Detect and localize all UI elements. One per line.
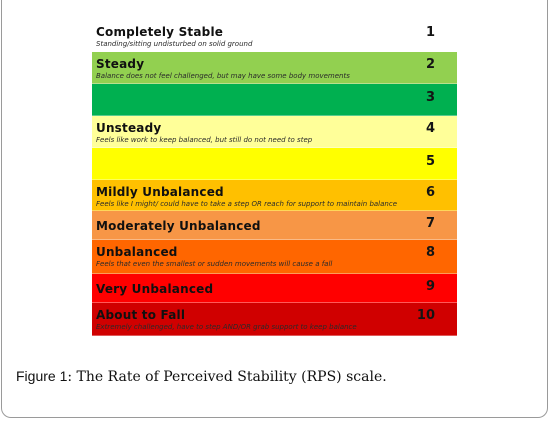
scale-row-8: Unbalanced Feels that even the smallest o…	[92, 240, 457, 274]
scale-row-10: About to Fall Extremely challenged, have …	[92, 303, 457, 336]
scale-row-label: About to Fall	[96, 308, 186, 322]
scale-row-label: Completely Stable	[96, 25, 224, 39]
figure-label: Figure 1	[16, 368, 68, 384]
scale-row-number: 6	[425, 185, 435, 200]
caption-text: : The Rate of Perceived Stability (RPS) …	[67, 369, 387, 385]
scale-row-number: 3	[425, 90, 435, 105]
scale-row-7: Moderately Unbalanced 7	[92, 211, 457, 240]
scale-row-label: Steady	[96, 57, 145, 71]
scale-row-label: Unbalanced	[96, 245, 178, 259]
scale-row-description: Extremely challenged, have to step AND/O…	[96, 323, 357, 331]
scale-row-number: 10	[416, 308, 435, 323]
scale-row-number: 9	[425, 279, 435, 294]
scale-row-number: 5	[425, 154, 435, 169]
rps-scale-table: Completely Stable Standing/sitting undist…	[92, 20, 457, 336]
scale-row-number: 1	[425, 25, 435, 40]
scale-row-4: Unsteady Feels like work to keep balanced…	[92, 116, 457, 148]
scale-row-number: 7	[425, 216, 435, 231]
scale-row-label: Moderately Unbalanced	[96, 219, 261, 233]
scale-row-9: Very Unbalanced 9	[92, 274, 457, 303]
scale-row-description: Standing/sitting undisturbed on solid gr…	[96, 40, 253, 48]
scale-row-number: 8	[425, 245, 435, 260]
scale-row-5: 5	[92, 148, 457, 180]
scale-row-number: 4	[425, 121, 435, 136]
scale-row-description: Balance does not feel challenged, but ma…	[96, 72, 350, 80]
scale-row-number: 2	[425, 57, 435, 72]
scale-row-1: Completely Stable Standing/sitting undist…	[92, 20, 457, 52]
scale-row-description: Feels that even the smallest or sudden m…	[96, 260, 333, 268]
scale-row-label: Very Unbalanced	[96, 282, 214, 296]
scale-row-description: Feels like I might/ could have to take a…	[96, 200, 398, 208]
scale-row-label: Unsteady	[96, 121, 162, 135]
scale-row-2: Steady Balance does not feel challenged, …	[92, 52, 457, 84]
scale-row-description: Feels like work to keep balanced, but st…	[96, 136, 313, 144]
scale-row-6: Mildly Unbalanced Feels like I might/ cou…	[92, 180, 457, 211]
scale-row-label: Mildly Unbalanced	[96, 185, 224, 199]
scale-row-3: 3	[92, 84, 457, 116]
figure-caption: Figure 1: The Rate of Perceived Stabilit…	[16, 368, 387, 385]
